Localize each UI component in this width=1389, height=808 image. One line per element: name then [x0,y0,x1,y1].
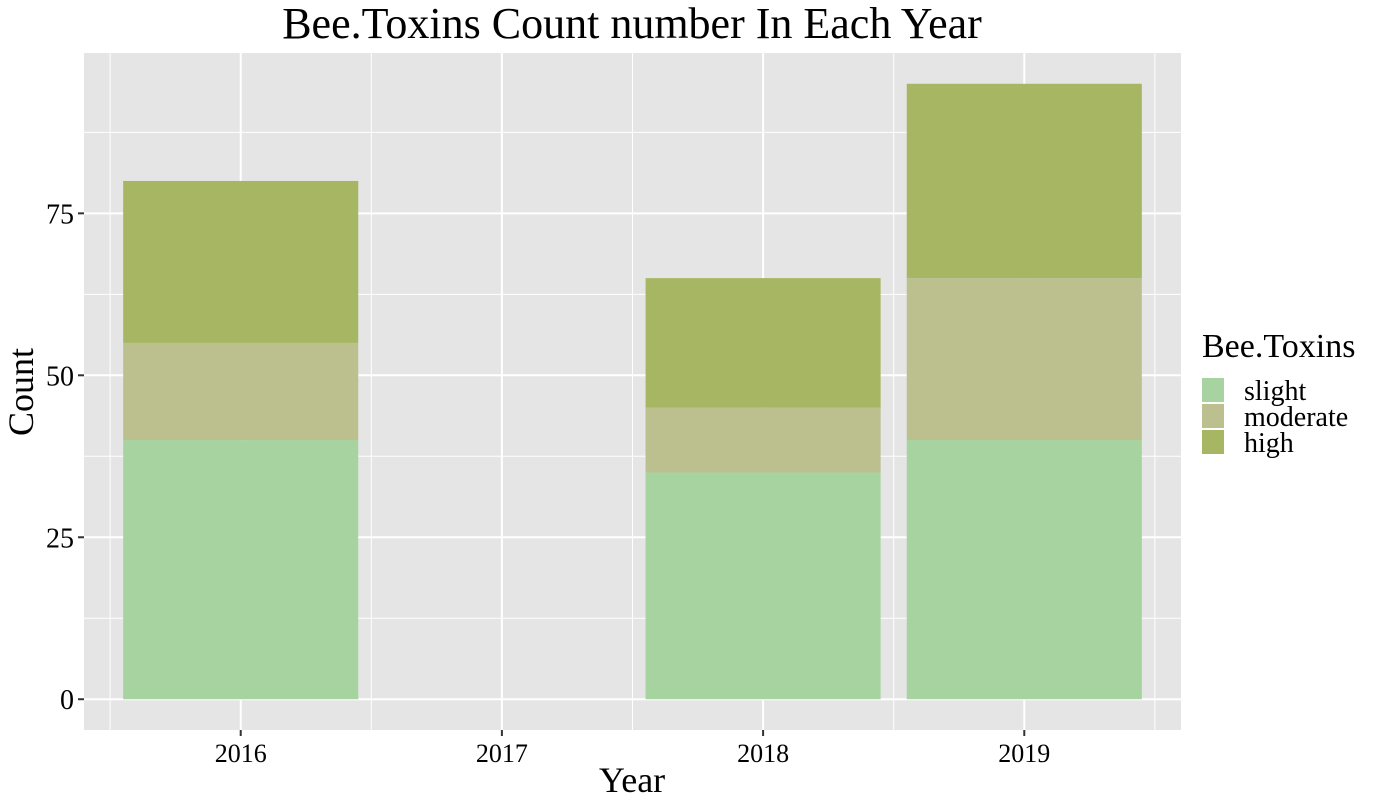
x-tick-label: 2016 [215,739,267,768]
x-tick-label: 2018 [737,739,789,768]
bar-2016-moderate [123,342,359,441]
y-tick-label: 25 [46,523,74,554]
y-axis: 0 25 50 75 [46,199,84,716]
legend-label-slight: slight [1244,376,1306,407]
bar-2019-high [906,83,1142,279]
bar-2018-high [645,278,881,408]
bar-2019-moderate [906,278,1142,441]
y-tick-label: 0 [60,685,74,716]
x-tick-label: 2019 [998,739,1050,768]
legend-label-moderate: moderate [1244,402,1348,433]
x-tick-label: 2017 [476,739,528,768]
y-axis-title: Count [1,348,41,436]
x-axis: 2016 2017 2018 2019 [215,730,1050,768]
legend-key-moderate [1202,404,1224,428]
bars [123,83,1142,700]
bar-2019-slight [906,440,1142,700]
y-tick-label: 75 [46,199,74,230]
legend-label-high: high [1244,428,1294,459]
y-tick-label: 50 [46,361,74,392]
bar-2018-slight [645,472,881,700]
legend-key-high [1202,430,1224,454]
bar-2016-slight [123,440,359,700]
chart-title: Bee.Toxins Count number In Each Year [282,0,982,48]
legend-title: Bee.Toxins [1202,328,1355,365]
x-axis-title: Year [599,760,665,800]
legend-key-slight [1202,378,1224,402]
bar-2018-moderate [645,407,881,473]
bar-2016-high [123,180,359,343]
